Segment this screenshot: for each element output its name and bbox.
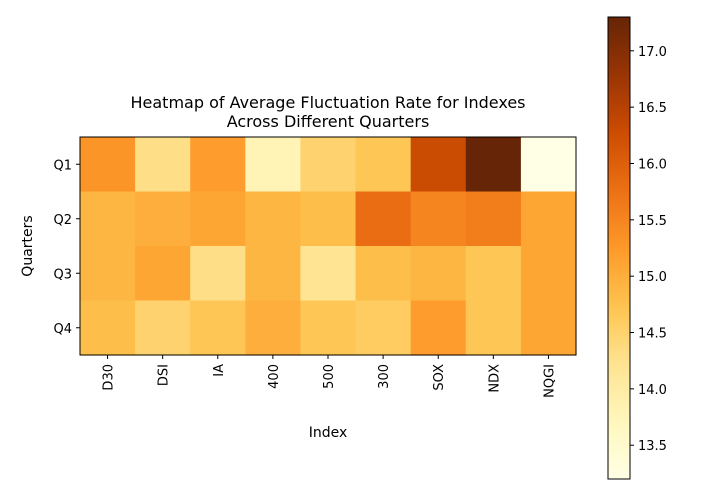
colorbar-tick-label: 15.0	[638, 270, 667, 285]
y-tick-label: Q2	[53, 213, 72, 228]
heatmap-cell	[520, 191, 577, 247]
heatmap-cell	[135, 191, 191, 247]
y-axis: Q1 Q2 Q3 Q4 Quarters	[20, 158, 80, 337]
chart-title-line: Across Different Quarters	[227, 112, 430, 131]
heatmap-cell	[520, 246, 577, 302]
y-axis-label: Quarters	[20, 215, 36, 276]
heatmap-cell	[355, 137, 412, 193]
heatmap-cell	[80, 137, 136, 193]
heatmap-cell	[355, 191, 412, 247]
colorbar-tick-label: 16.5	[638, 101, 667, 116]
y-tick-label: Q4	[53, 322, 72, 337]
heatmap-cell	[520, 300, 577, 356]
heatmap-cell	[355, 300, 412, 356]
heatmap-cell	[410, 300, 467, 356]
heatmap-cell	[300, 191, 357, 247]
heatmap-cell	[190, 137, 246, 193]
heatmap-cell	[465, 246, 522, 302]
heatmap-cell	[80, 300, 136, 356]
heatmap-cell	[465, 300, 522, 356]
x-tick-label: 300	[377, 364, 392, 389]
colorbar: 13.5 14.0 14.5 15.0 15.5 16.0 16.5 17.0	[607, 16, 667, 480]
heatmap-cell	[410, 137, 467, 193]
heatmap-cell	[80, 246, 136, 302]
colorbar-tick-label: 15.5	[638, 214, 667, 229]
chart-title-line: Heatmap of Average Fluctuation Rate for …	[130, 93, 525, 112]
colorbar-tick-label: 14.0	[638, 383, 667, 398]
heatmap-cell	[190, 246, 246, 302]
x-axis: D30 DSI IA 400 500 300 SOX NDX NQGI Index	[102, 355, 557, 441]
heatmap-cell	[300, 300, 357, 356]
chart-title: Heatmap of Average Fluctuation Rate for …	[130, 93, 525, 131]
heatmap-cell	[410, 191, 467, 247]
y-tick-label: Q1	[53, 158, 72, 173]
heatmap-cell	[245, 246, 302, 302]
colorbar-tick-label: 17.0	[638, 45, 667, 60]
x-tick-label: DSI	[157, 364, 172, 386]
heatmap-cell	[245, 137, 302, 193]
heatmap-cell	[355, 246, 412, 302]
heatmap-cell	[135, 137, 191, 193]
x-tick-label: D30	[102, 364, 117, 391]
x-tick-label: IA	[212, 364, 227, 377]
heatmap-cell	[245, 191, 302, 247]
colorbar-tick-label: 16.0	[638, 157, 667, 172]
heatmap-cell	[190, 300, 246, 356]
colorbar-tick-label: 13.5	[638, 439, 667, 454]
heatmap-cell	[135, 300, 191, 356]
colorbar-gradient	[607, 16, 631, 480]
heatmap-cell	[300, 246, 357, 302]
heatmap-cell	[465, 137, 522, 193]
x-tick-label: NQGI	[542, 364, 557, 398]
heatmap-cell	[190, 191, 246, 247]
heatmap-cell	[80, 191, 136, 247]
x-tick-label: NDX	[487, 364, 502, 393]
x-axis-label: Index	[309, 425, 348, 441]
x-tick-label: 500	[322, 364, 337, 389]
heatmap-cell	[520, 137, 577, 193]
heatmap-cell	[135, 246, 191, 302]
heatmap-cell	[410, 246, 467, 302]
colorbar-tick-label: 14.5	[638, 327, 667, 342]
heatmap-cell	[465, 191, 522, 247]
heatmap-cells	[79, 136, 577, 356]
x-tick-label: SOX	[432, 364, 447, 391]
x-tick-label: 400	[267, 364, 282, 389]
y-tick-label: Q3	[53, 267, 72, 282]
heatmap-cell	[245, 300, 302, 356]
heatmap-cell	[300, 137, 357, 193]
